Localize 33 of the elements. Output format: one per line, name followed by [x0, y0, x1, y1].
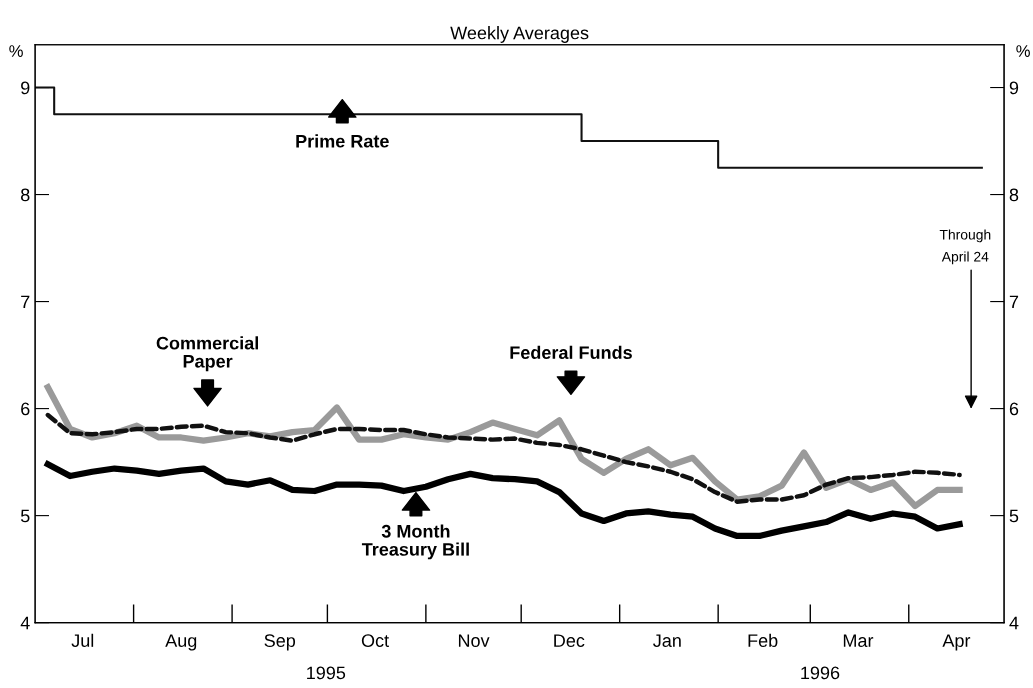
y2-axis-title: %: [1016, 45, 1030, 57]
y-tick-label: 7: [21, 295, 30, 309]
x-tick-label: Mar: [843, 634, 874, 648]
y-axis-title: %: [9, 45, 23, 57]
annotation: Through April 24: [939, 229, 991, 265]
y-tick-label: 8: [21, 188, 30, 202]
x-tick-label: Jan: [653, 634, 681, 648]
x-tick-label: Jul: [71, 633, 94, 648]
y2-tick-label: 9: [1009, 81, 1019, 95]
x-tick-label: Aug: [165, 634, 197, 651]
x-tick-label: Nov: [458, 634, 490, 648]
y-tick-label: 4: [20, 616, 30, 630]
annotation: 3 Month Treasury Bill: [361, 524, 469, 560]
annotation: Federal Funds: [510, 345, 632, 360]
y-tick-label: 6: [21, 402, 30, 416]
x-tick-label: Dec: [554, 634, 585, 648]
x-tick-label: Oct: [361, 634, 389, 648]
y2-tick-label: 5: [1009, 509, 1019, 523]
x-tick-label: Apr: [942, 634, 971, 651]
annotation: Commercial Paper: [156, 336, 258, 372]
y2-tick-label: 6: [1009, 402, 1019, 416]
chart-title: Weekly Averages: [450, 26, 589, 43]
y2-tick-label: 4: [1009, 616, 1019, 630]
text: 1996: [801, 666, 840, 680]
y-tick-label: 5: [20, 509, 30, 523]
y2-tick-label: 7: [1009, 295, 1019, 309]
annotation: Prime Rate: [296, 134, 389, 148]
y2-tick-label: 8: [1009, 188, 1019, 202]
x-tick-label: Sep: [264, 634, 296, 651]
line-series: [45, 412, 962, 504]
x-tick-label: Feb: [748, 633, 778, 648]
y-tick-label: 9: [21, 81, 30, 95]
text: 1995: [307, 666, 346, 680]
